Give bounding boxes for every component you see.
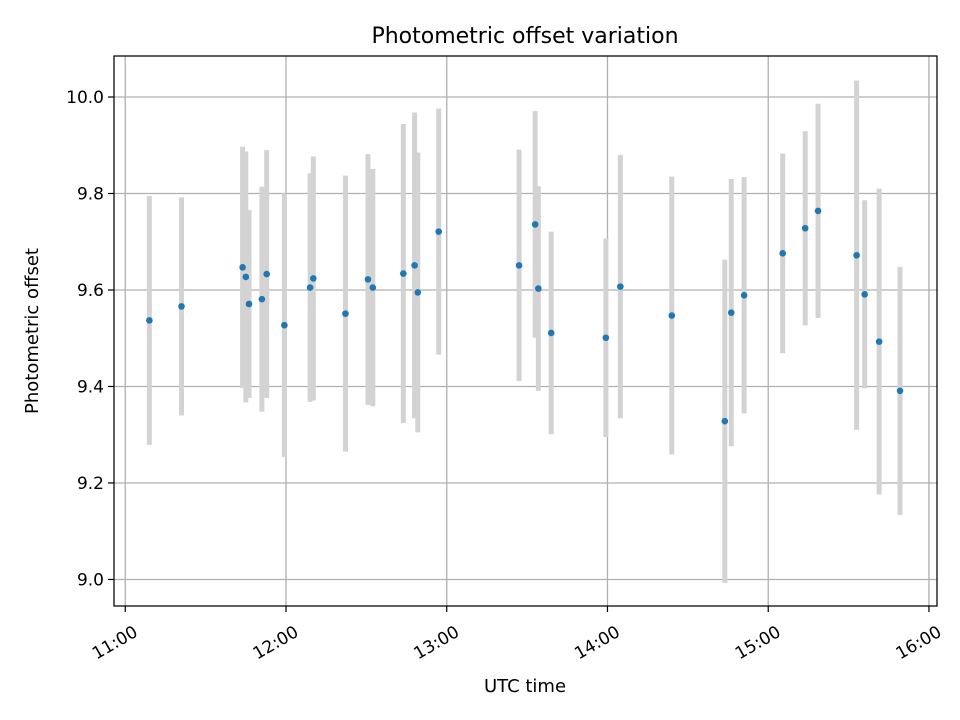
data-point <box>146 317 153 324</box>
data-point <box>875 338 883 345</box>
data-point <box>668 312 676 319</box>
data-point <box>740 291 748 299</box>
y-tick-label: 9.6 <box>77 281 104 301</box>
data-point <box>239 264 246 271</box>
data-point <box>515 262 523 269</box>
y-axis-label: Photometric offset <box>22 248 43 414</box>
data-point <box>178 303 185 310</box>
data-point <box>531 221 539 228</box>
data-point <box>258 295 266 303</box>
data-point <box>602 334 610 342</box>
data-point <box>263 270 271 278</box>
data-point <box>306 284 314 291</box>
data-point <box>896 387 904 395</box>
data-point <box>281 321 288 329</box>
data-point <box>435 228 442 235</box>
data-point <box>861 291 868 298</box>
data-point <box>721 417 729 425</box>
data-point <box>727 309 735 316</box>
y-tick-label: 9.4 <box>77 377 104 397</box>
y-axis: 9.0 9.2 9.4 9.6 9.8 10.0 <box>66 88 114 590</box>
y-tick-label: 9.2 <box>77 474 104 494</box>
data-point <box>814 207 822 215</box>
data-points <box>146 207 904 425</box>
data-point <box>242 273 250 281</box>
data-point <box>779 250 786 257</box>
data-point <box>364 276 372 283</box>
data-point <box>400 270 407 277</box>
data-point <box>414 289 422 296</box>
data-point <box>245 300 253 308</box>
x-axis-label: UTC time <box>484 676 566 697</box>
y-tick-label: 9.8 <box>77 185 104 205</box>
data-point <box>310 275 317 282</box>
y-tick-label: 9.0 <box>77 570 104 590</box>
data-point <box>535 285 542 292</box>
y-tick-label: 10.0 <box>66 88 104 108</box>
data-point <box>547 329 555 337</box>
data-point <box>342 310 349 317</box>
data-point <box>853 251 860 259</box>
data-point <box>411 262 418 269</box>
data-point <box>369 284 377 291</box>
data-point <box>801 224 809 232</box>
plot-frame <box>113 55 938 607</box>
data-point <box>617 283 624 290</box>
chart-title: Photometric offset variation <box>371 24 678 49</box>
